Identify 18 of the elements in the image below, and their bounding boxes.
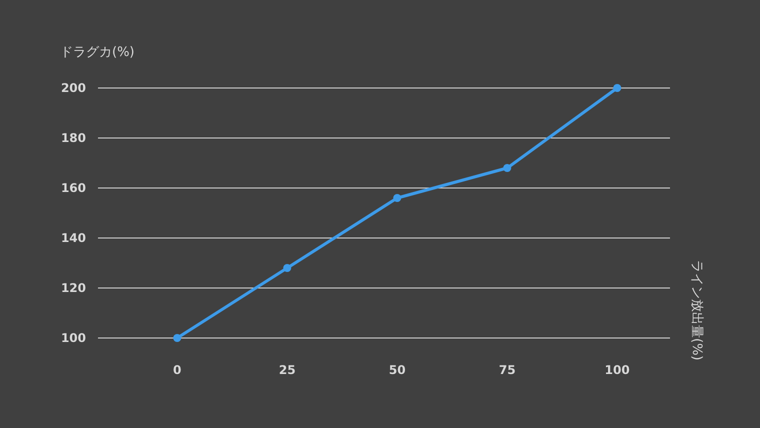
y-tick-label: 160 <box>60 181 86 195</box>
x-tick-label: 25 <box>278 363 296 377</box>
x-tick-label: 50 <box>388 363 406 377</box>
y-tick-label: 120 <box>60 281 86 295</box>
x-tick-label: 75 <box>498 363 516 377</box>
point <box>503 164 512 172</box>
point <box>283 264 292 272</box>
y-tick-label: 200 <box>60 81 86 95</box>
point <box>613 84 622 92</box>
y-axis-title: ドラグカ(%) <box>60 45 134 60</box>
y-tick-label: 140 <box>60 231 86 245</box>
text: ライン放出量(%) <box>689 260 704 360</box>
point <box>173 334 182 342</box>
y-tick-label: 100 <box>60 331 86 345</box>
point <box>393 194 402 202</box>
x-tick-label: 100 <box>604 363 630 377</box>
y-tick-label: 180 <box>60 131 86 145</box>
x-tick-label: 0 <box>173 363 182 377</box>
